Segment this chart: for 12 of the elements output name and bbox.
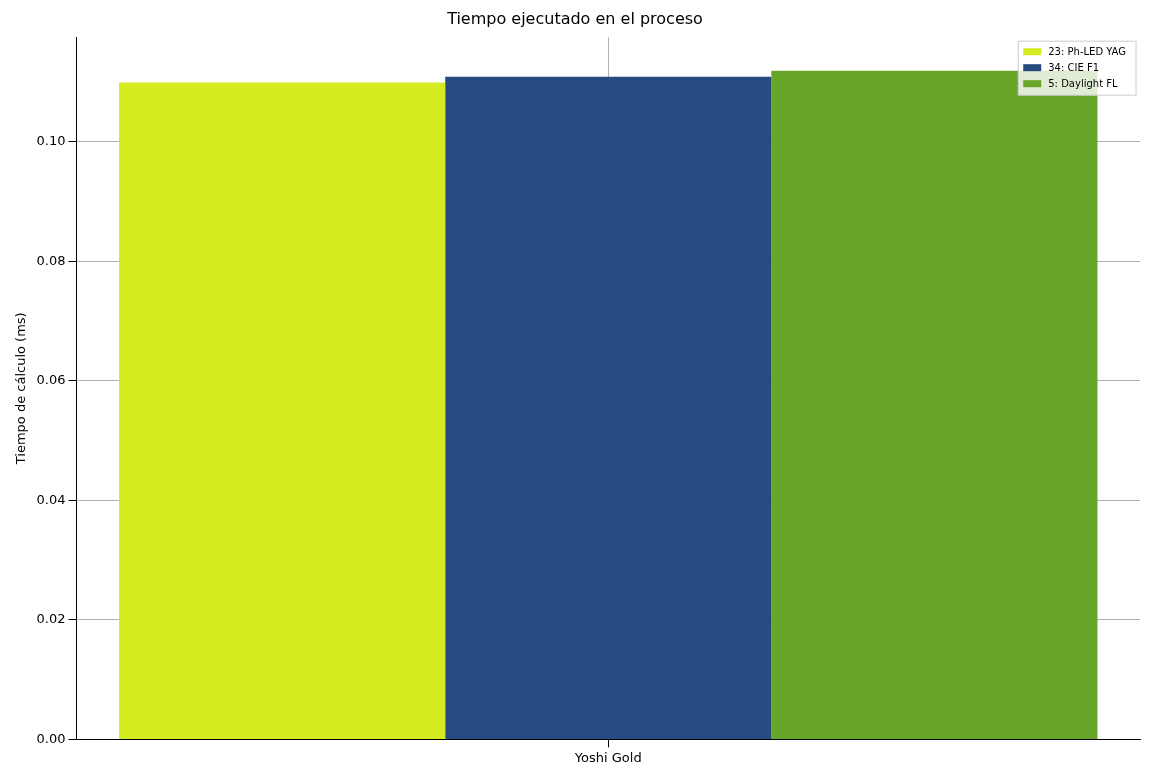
legend-label: 23: Ph-LED YAG <box>1048 45 1126 57</box>
y-axis-title: Tiempo de cálculo (ms) <box>13 312 29 466</box>
y-tick-label: 0.08 <box>36 252 66 268</box>
y-tick-label: 0.06 <box>36 372 66 388</box>
y-tick-label: 0.04 <box>36 491 66 507</box>
y-tick-label: 0.02 <box>36 611 66 627</box>
legend-label: 34: CIE F1 <box>1048 61 1100 73</box>
y-tick-label: 0.00 <box>36 730 66 746</box>
y-tick-label: 0.10 <box>36 133 66 149</box>
legend-label: 5: Daylight FL <box>1048 77 1118 89</box>
chart-title: Tiempo ejecutado en el proceso <box>446 8 703 28</box>
x-tick-label: Yoshi Gold <box>573 749 642 765</box>
